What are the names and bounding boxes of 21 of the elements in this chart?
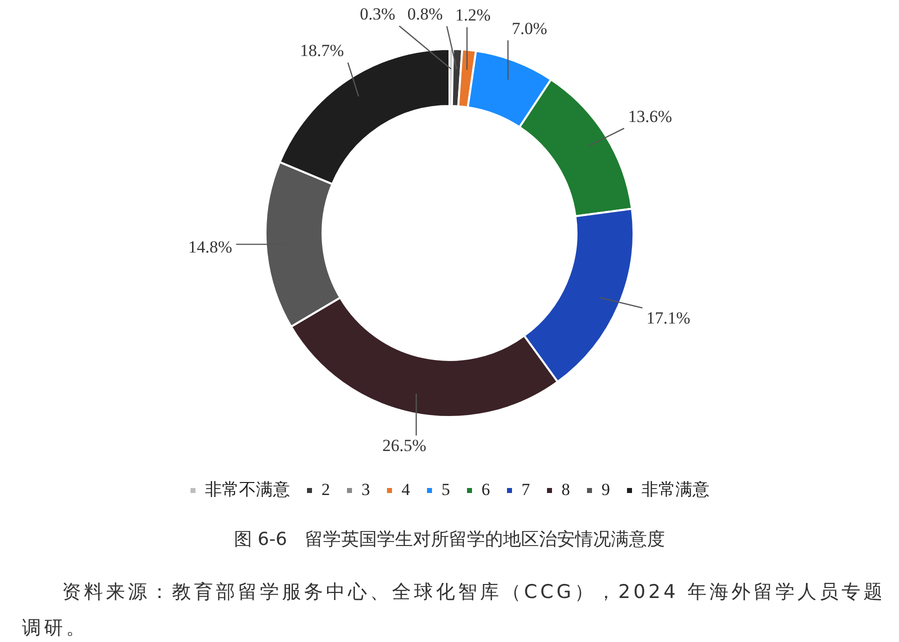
legend-label: 8: [562, 480, 570, 499]
data-label: 13.6%: [628, 106, 672, 126]
data-label: 26.5%: [382, 436, 426, 455]
data-label: 14.8%: [188, 238, 232, 257]
legend-label: 非常满意: [642, 480, 710, 499]
data-label: 0.8%: [407, 4, 443, 24]
data-label: 17.1%: [646, 308, 690, 328]
legend-label: 3: [362, 480, 370, 499]
legend-label: 9: [602, 480, 610, 499]
legend-label: 4: [402, 480, 410, 499]
data-label: 1.2%: [455, 6, 491, 25]
legend-label: 5: [442, 480, 450, 499]
legend-label: 非常不满意: [205, 480, 290, 499]
legend-label: 2: [322, 480, 330, 499]
data-label: 7.0%: [512, 18, 548, 38]
legend-label: 7: [522, 480, 530, 499]
text: 图 6-6 留学英国学生对所留学的地区治安情况满意度: [232, 528, 666, 551]
legend-label: 6: [482, 480, 490, 499]
data-label: 0.3%: [360, 4, 396, 24]
data-label: 18.7%: [300, 41, 344, 60]
text: 资料来源：教育部留学服务中心、全球化智库（CCG），2024 年海外留学人员专题调研。: [22, 580, 887, 641]
